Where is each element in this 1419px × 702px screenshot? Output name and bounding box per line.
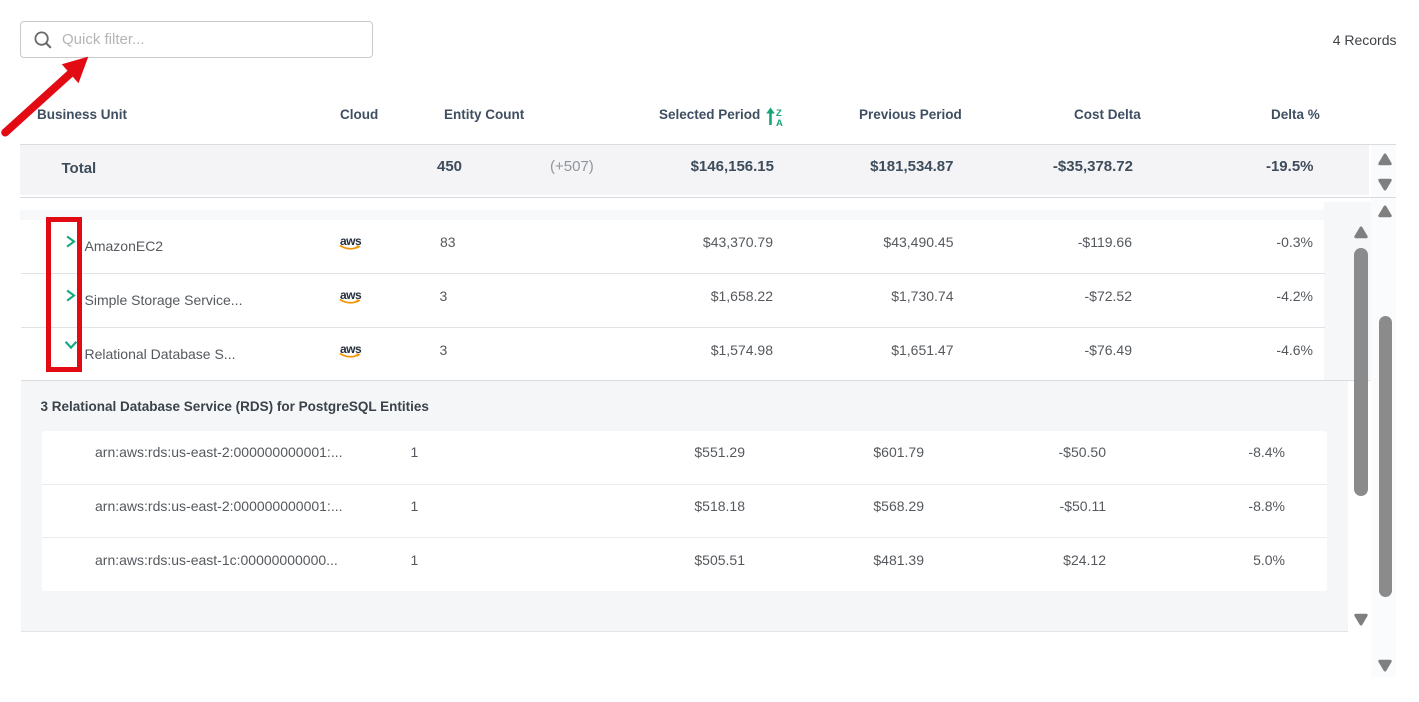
svg-text:Z: Z xyxy=(776,108,782,119)
svg-text:A: A xyxy=(776,118,783,128)
